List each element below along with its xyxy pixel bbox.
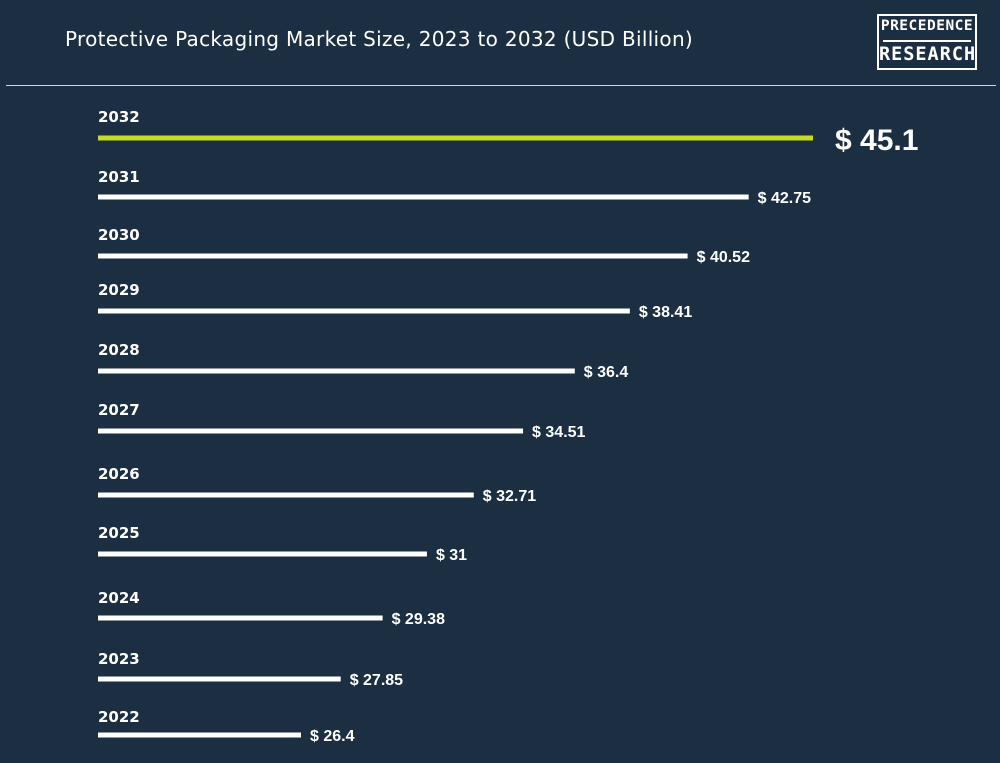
precedence-research-logo: PRECEDENCE RESEARCH (877, 14, 977, 70)
bar-2029 (98, 308, 630, 314)
year-label-2024: 2024 (98, 589, 140, 607)
value-label-2028: $ 36.4 (584, 364, 629, 381)
value-label-2026: $ 32.71 (483, 488, 536, 505)
logo-line-1: PRECEDENCE (880, 18, 974, 34)
year-label-2022: 2022 (98, 708, 140, 726)
year-label-2030: 2030 (98, 226, 140, 244)
bar-2026 (98, 492, 474, 498)
logo-divider (883, 40, 971, 42)
value-label-2023: $ 27.85 (350, 672, 403, 689)
value-label-2024: $ 29.38 (392, 611, 445, 628)
bar-2023 (98, 676, 341, 682)
bar-2032 (98, 135, 813, 141)
bar-2024 (98, 615, 383, 621)
bar-2022 (98, 732, 301, 738)
value-label-2029: $ 38.41 (639, 304, 692, 321)
value-label-2030: $ 40.52 (697, 249, 750, 266)
value-label-2027: $ 34.51 (532, 424, 585, 441)
bar-2031 (98, 194, 749, 200)
year-label-2029: 2029 (98, 281, 140, 299)
bar-2027 (98, 428, 524, 434)
bar-2025 (98, 551, 427, 557)
value-label-2025: $ 31 (436, 547, 467, 564)
value-label-2032: $ 45.1 (835, 124, 918, 157)
year-label-2031: 2031 (98, 168, 140, 186)
year-label-2028: 2028 (98, 341, 140, 359)
year-label-2025: 2025 (98, 524, 140, 542)
chart-title: Protective Packaging Market Size, 2023 t… (65, 27, 694, 51)
year-label-2023: 2023 (98, 650, 140, 668)
logo-line-2: RESEARCH (879, 44, 977, 65)
year-label-2032: 2032 (98, 108, 140, 126)
year-label-2027: 2027 (98, 401, 140, 419)
value-label-2022: $ 26.4 (310, 728, 355, 745)
bar-2028 (98, 368, 575, 374)
header-divider (6, 85, 996, 86)
year-label-2026: 2026 (98, 465, 140, 483)
value-label-2031: $ 42.75 (758, 190, 811, 207)
bar-2030 (98, 253, 688, 259)
